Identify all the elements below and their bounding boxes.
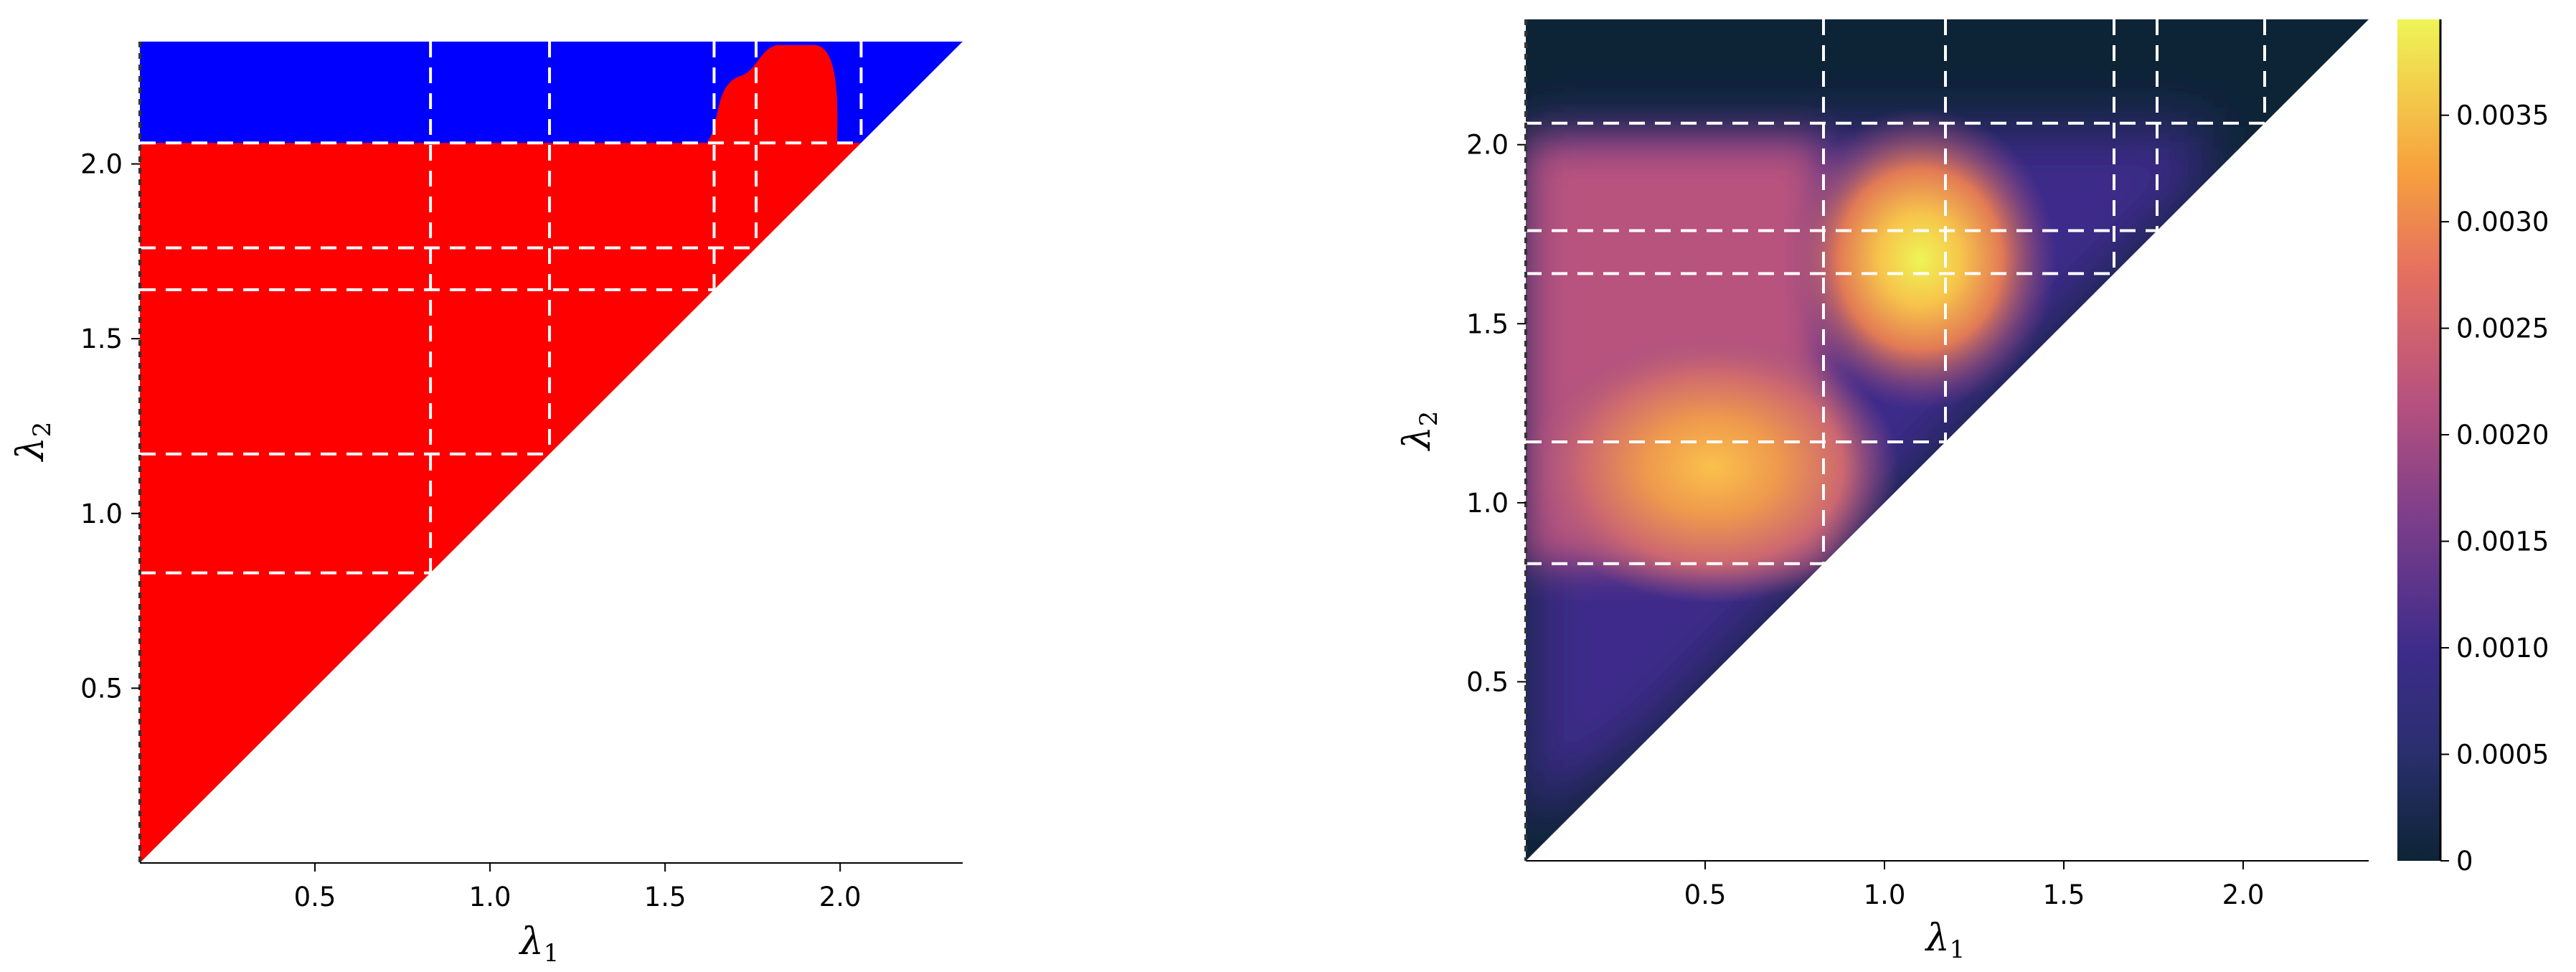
- colorbar: 0 0.0005 0.0010 0.0015 0.0020 0.0025 0.0030 0.0…: [2397, 19, 2549, 877]
- y-tick-label: 0.5: [80, 673, 123, 704]
- colorbar-tick-label: 0.0020: [2456, 420, 2549, 450]
- colorbar-tick-label: 0: [2456, 846, 2473, 877]
- empty-lower-triangle: [140, 42, 963, 863]
- right-plot-area: [1526, 19, 2369, 861]
- right-y-tick-labels: 0.5 1.0 1.5 2.0: [1466, 130, 1509, 698]
- left-y-axis-label: λ2: [9, 422, 57, 463]
- y-tick-label: 2.0: [1466, 130, 1509, 161]
- dashed-grid: [1526, 19, 2266, 565]
- left-plot-area: [140, 42, 963, 863]
- x-tick-label: 1.5: [644, 882, 687, 912]
- x-tick-label: 1.5: [2043, 879, 2085, 910]
- dashed-grid: [140, 42, 863, 575]
- colorbar-tick-label: 0.0005: [2456, 740, 2549, 770]
- heatmap-density: [1526, 108, 2207, 826]
- left-chart: 0.5 1.0 1.5 2.0 0.5 1.0 1.5 2.0 λ1 λ2: [9, 42, 963, 968]
- colorbar-tick-label: 0.0030: [2456, 207, 2549, 237]
- x-tick-label: 1.0: [469, 882, 511, 912]
- density-peak: [1784, 108, 2057, 410]
- x-tick-label: 2.0: [2222, 879, 2265, 910]
- colorbar-tick-label: 0.0010: [2456, 633, 2549, 664]
- colorbar-axis: 0 0.0005 0.0010 0.0015 0.0020 0.0025 0.0030 0.0…: [2439, 19, 2549, 877]
- left-axes: [131, 42, 963, 872]
- colorbar-tick-label: 0.0035: [2456, 100, 2549, 131]
- right-y-axis-label: λ2: [1396, 411, 1443, 452]
- y-tick-label: 1.5: [1466, 308, 1509, 339]
- density-peak: [1526, 330, 1899, 603]
- x-tick-label: 2.0: [819, 882, 862, 912]
- left-y-tick-labels: 0.5 1.0 1.5 2.0: [80, 149, 123, 704]
- colorbar-tick-label: 0.0025: [2456, 313, 2549, 344]
- y-tick-label: 0.5: [1466, 666, 1509, 697]
- left-x-tick-labels: 0.5 1.0 1.5 2.0: [294, 882, 862, 912]
- right-chart: 0.5 1.0 1.5 2.0 0.51.01.52.0 λ1 λ2 00.00050…: [1396, 19, 2549, 964]
- red-lobe: [682, 44, 838, 321]
- colorbar-gradient: [2397, 19, 2440, 861]
- colorbar-tick-label: 0.0015: [2456, 527, 2549, 557]
- right-axes: [1517, 19, 2369, 869]
- x-tick-label: 0.5: [1684, 879, 1727, 910]
- y-tick-label: 1.5: [80, 324, 123, 354]
- y-tick-label: 1.0: [1466, 488, 1509, 519]
- x-tick-label: 0.5: [294, 882, 336, 912]
- right-x-axis-label: λ1: [1925, 917, 1966, 964]
- y-tick-label: 1.0: [80, 499, 123, 529]
- y-tick-label: 2.0: [80, 149, 123, 180]
- x-tick-label: 1.0: [1864, 879, 1906, 910]
- left-x-axis-label: λ1: [519, 920, 560, 968]
- right-x-tick-labels: 0.5 1.0 1.5 2.0: [1684, 879, 2265, 910]
